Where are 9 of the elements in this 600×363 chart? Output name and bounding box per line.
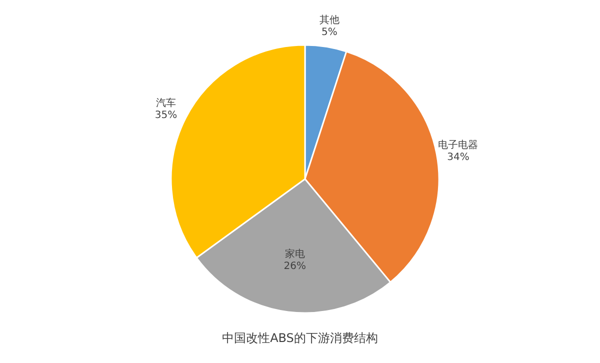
data-label: 34% [447,152,470,163]
data-label: 35% [154,110,178,122]
slice-label: 汽车 [156,97,176,110]
slice-label: 家电 [284,248,305,260]
data-label: 26% [284,260,306,272]
slice-label: 其他 [319,14,340,26]
slice-label: 电子电器 [438,138,478,151]
text: 中国改性ABS的下游消费结构 [221,330,379,347]
data-label: 5% [321,26,338,38]
